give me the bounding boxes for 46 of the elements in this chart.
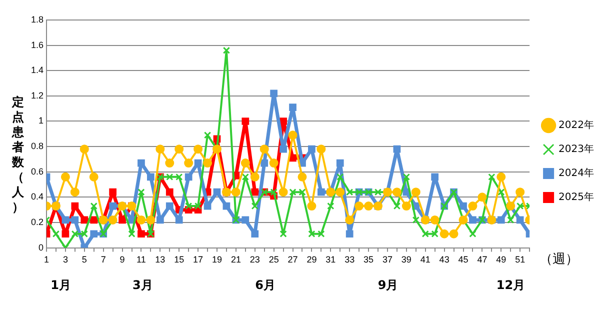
legend-label: 2025年 (558, 191, 594, 204)
x2-tick-label: 12月 (496, 278, 526, 292)
x-tick-label: 37 (382, 254, 392, 265)
y-tick-label: 0.4 (30, 192, 44, 202)
y-tick-label: 1.8 (30, 14, 44, 24)
x-tick-label: 45 (458, 254, 468, 265)
x-tick-label: 35 (364, 254, 374, 265)
y-tick-label: 0 (38, 242, 44, 252)
legend-label: 2023年 (558, 143, 594, 156)
y-tick-label: 1.2 (30, 90, 44, 100)
x-tick-label: 7 (100, 254, 106, 265)
y-tick-label: 1.6 (30, 40, 44, 50)
x-tick-label: 43 (439, 254, 450, 265)
x-tick-label: 3 (62, 254, 68, 265)
legend-label: 2024年 (558, 167, 594, 180)
y-axis-title: 定点患者数（人） (10, 95, 25, 215)
x-tick-label: 21 (230, 254, 241, 265)
y-tick-label: 0.6 (30, 166, 44, 176)
x-tick-label: 25 (268, 254, 279, 265)
y-tick-label: 0.2 (30, 216, 44, 227)
x-tick-label: 31 (326, 254, 336, 265)
x2-tick-label: 9月 (378, 278, 398, 292)
legend-label: 2022年 (558, 119, 594, 132)
y-tick-label: 0.8 (30, 141, 44, 152)
x-tick-label: 11 (136, 254, 146, 265)
y-tick-label: 1.4 (30, 65, 44, 76)
x-tick-label: 29 (306, 254, 317, 265)
x-tick-label: 47 (477, 254, 488, 265)
x2-tick-label: 3月 (132, 278, 153, 292)
x-tick-label: 49 (496, 254, 506, 265)
x-tick-label: 27 (288, 254, 298, 265)
x-tick-label: 15 (174, 254, 184, 265)
x-tick-label: 13 (155, 254, 166, 265)
x2-tick-label: 6月 (255, 278, 276, 292)
x-axis-title: （週） (540, 252, 579, 268)
x-tick-label: 33 (344, 254, 355, 265)
x-tick-label: 9 (120, 254, 125, 265)
y-tick-label: 1 (38, 116, 44, 126)
x-tick-label: 19 (212, 254, 222, 265)
x-tick-label: 39 (401, 254, 412, 265)
x-tick-label: 17 (193, 254, 204, 265)
x2-tick-label: 1月 (50, 278, 72, 292)
x-tick-label: 5 (82, 254, 87, 265)
x-tick-label: 41 (420, 254, 430, 265)
x-tick-label: 23 (250, 254, 260, 265)
x-tick-label: 51 (515, 254, 526, 265)
